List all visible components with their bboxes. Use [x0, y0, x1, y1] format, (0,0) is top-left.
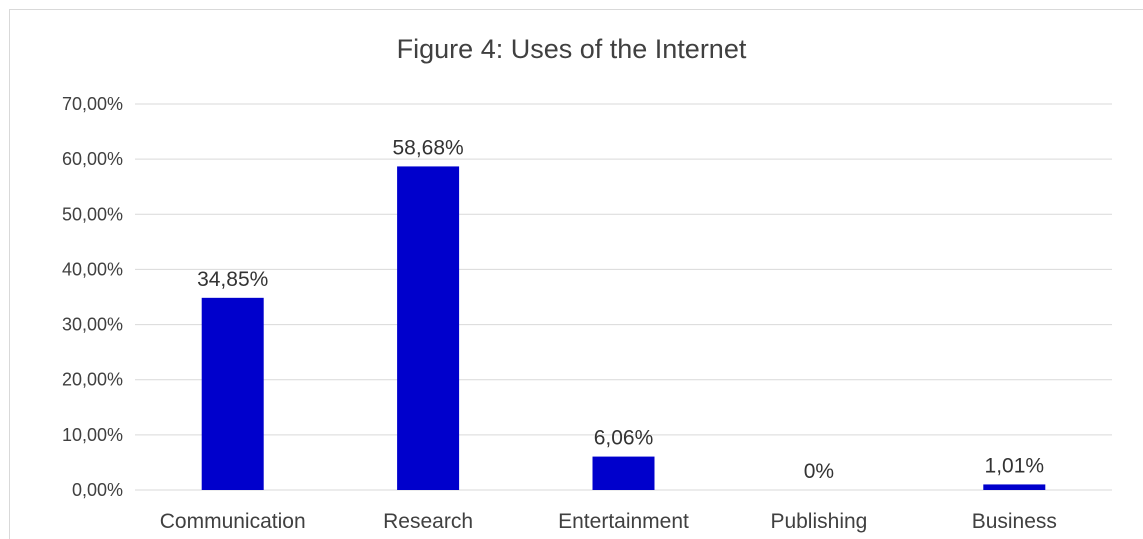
bars — [201, 166, 1046, 491]
gridlines — [135, 103, 1112, 491]
y-axis-tick-labels: 0,00% 10,00% 20,00% 30,00% 40,00% 50,00% 60,00… — [62, 94, 123, 500]
category-label-entertainment: Entertainment — [558, 510, 689, 533]
data-label-communication: 34,85% — [197, 268, 268, 291]
y-tick-label: 20,00% — [62, 370, 123, 390]
category-label-communication: Communication — [160, 510, 306, 533]
y-tick-label: 0,00% — [72, 480, 123, 500]
data-label-publishing: 0% — [804, 460, 834, 483]
y-tick-label: 70,00% — [62, 94, 123, 114]
bar-communication — [201, 297, 264, 490]
category-label-business: Business — [972, 510, 1057, 533]
y-tick-label: 40,00% — [62, 259, 123, 279]
category-label-research: Research — [383, 510, 473, 533]
bar-research — [397, 166, 460, 491]
x-axis-category-labels: Communication Research Entertainment Publis… — [160, 510, 1057, 533]
data-label-business: 1,01% — [985, 454, 1045, 477]
bar-business — [983, 484, 1046, 490]
data-label-entertainment: 6,06% — [594, 427, 654, 450]
y-tick-label: 50,00% — [62, 204, 123, 224]
data-labels: 34,85% 58,68% 6,06% 0% 1,01% — [197, 136, 1044, 483]
data-label-research: 58,68% — [392, 136, 463, 159]
y-tick-label: 60,00% — [62, 149, 123, 169]
category-label-publishing: Publishing — [770, 510, 867, 533]
y-tick-label: 10,00% — [62, 425, 123, 445]
bar-entertainment — [592, 456, 655, 490]
chart-frame — [9, 9, 1143, 539]
y-tick-label: 30,00% — [62, 315, 123, 335]
chart-title: Figure 4: Uses of the Internet — [396, 34, 747, 64]
